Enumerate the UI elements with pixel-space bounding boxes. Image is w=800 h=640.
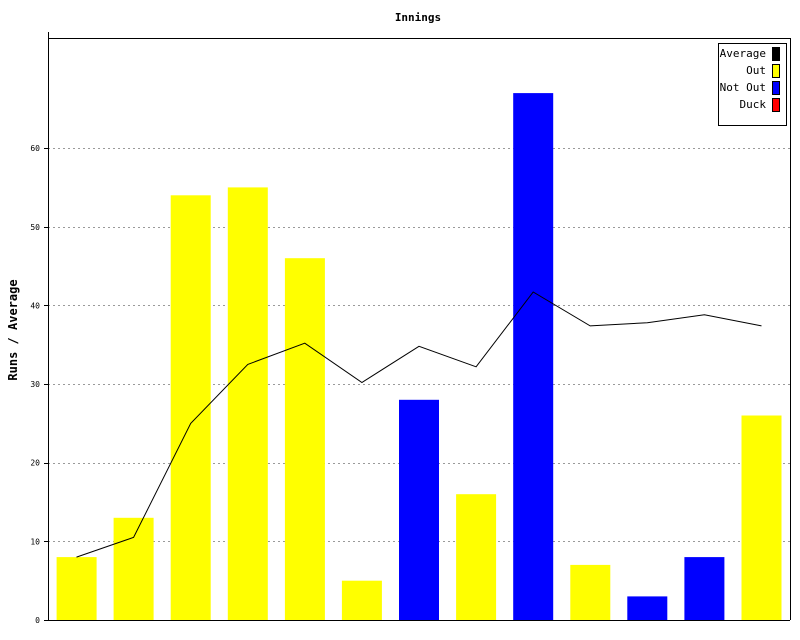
bar-2 [113, 517, 154, 620]
bar-3 [170, 195, 211, 621]
bar-1 [56, 557, 97, 620]
average-line [76, 291, 762, 558]
bar-12 [684, 557, 725, 620]
legend-swatch [772, 98, 780, 112]
y-axis-label: Runs / Average [6, 279, 20, 380]
legend-label: Duck [740, 98, 767, 111]
bar-6 [341, 580, 382, 620]
axes [48, 32, 791, 621]
y-tick-label: 20 [30, 459, 40, 468]
bar-7 [399, 399, 439, 620]
y-tick-label: 30 [30, 380, 40, 389]
bar-13 [741, 415, 782, 620]
legend-swatch [772, 81, 780, 95]
average-line-group [76, 291, 762, 558]
bar-4 [227, 187, 268, 620]
bar-11 [627, 596, 668, 620]
bar-8 [456, 494, 497, 620]
legend: Average Out Not Out Duck [718, 43, 787, 126]
y-tick-label: 0 [35, 616, 40, 625]
legend-swatch [772, 64, 780, 78]
chart-title: Innings [395, 11, 441, 24]
legend-label: Out [746, 64, 766, 77]
y-ticks: 0 10 20 30 40 50 60 [30, 144, 48, 625]
y-tick-label: 40 [30, 301, 40, 310]
bar-5 [284, 258, 325, 620]
legend-label: Not Out [720, 81, 766, 94]
bar-9 [513, 93, 554, 621]
y-tick-label: 60 [30, 144, 40, 153]
bars [56, 93, 782, 621]
bar-10 [570, 564, 611, 620]
legend-swatch [772, 47, 780, 61]
y-tick-label: 10 [30, 537, 40, 546]
legend-label: Average [720, 47, 766, 60]
y-tick-label: 50 [30, 223, 40, 232]
